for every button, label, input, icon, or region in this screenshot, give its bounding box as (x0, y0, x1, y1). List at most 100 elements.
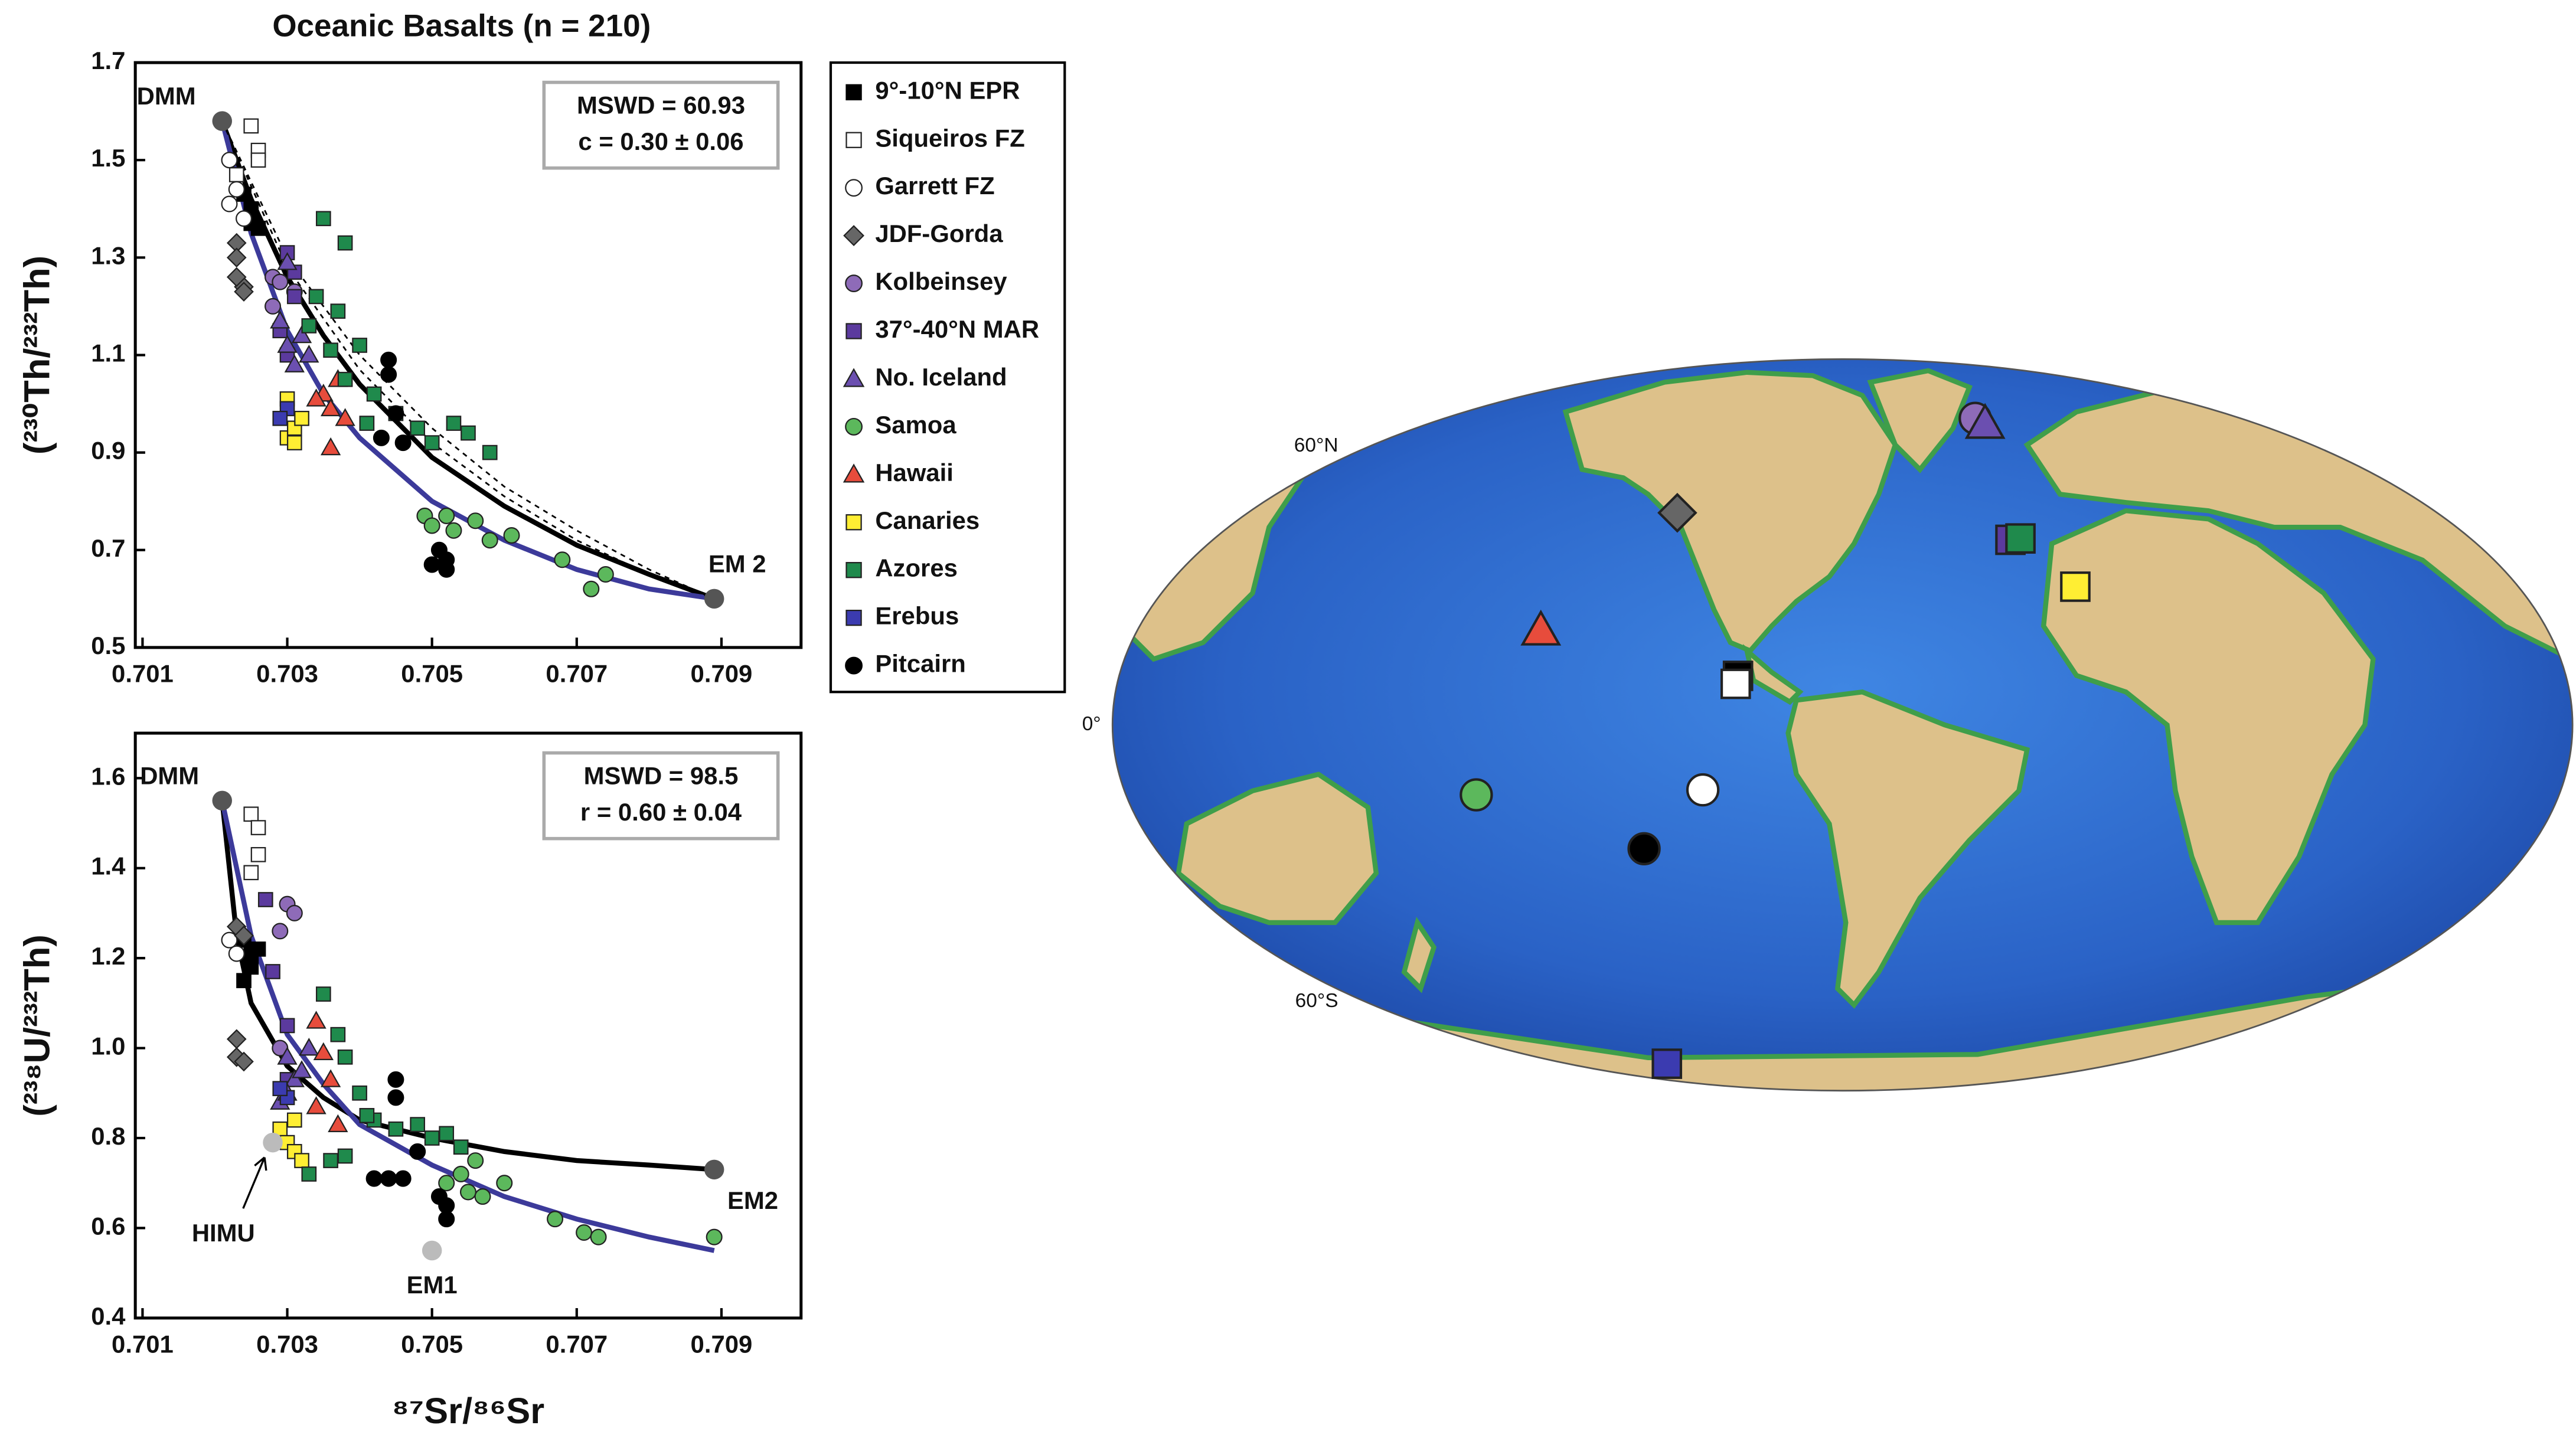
point (446, 416, 462, 431)
point (272, 923, 289, 940)
x-tick-label: 0.707 (546, 1330, 608, 1358)
point (845, 609, 862, 626)
y-tick-label: 0.4 (91, 1302, 126, 1330)
point (330, 1027, 346, 1042)
point (277, 1047, 298, 1065)
point (306, 388, 327, 407)
point (843, 368, 865, 387)
point (380, 351, 397, 368)
africa (2040, 508, 2376, 926)
world-map: 60°N 0° 60°S (1082, 358, 2574, 1092)
point (453, 1139, 469, 1155)
y-tick-label: 0.6 (91, 1212, 125, 1240)
legend-label: Samoa (875, 411, 956, 439)
point (547, 1211, 564, 1228)
lat-label: 60°N (1294, 434, 1338, 456)
point (286, 289, 302, 305)
point (365, 1170, 383, 1187)
point (291, 325, 312, 344)
point (221, 931, 238, 949)
point (337, 1049, 353, 1065)
new-zealand (1401, 916, 1437, 993)
point (459, 1184, 476, 1201)
point (306, 1096, 327, 1114)
point (424, 435, 440, 450)
point (291, 1060, 312, 1078)
point (294, 410, 309, 426)
legend-label: Canaries (875, 506, 980, 534)
point (496, 1175, 513, 1192)
point (234, 926, 254, 946)
x-tick-label: 0.703 (256, 659, 318, 687)
point (438, 1211, 455, 1228)
point (439, 1126, 455, 1142)
point (845, 179, 863, 197)
legend-label: JDF-Gorda (875, 220, 1003, 247)
endmember (212, 111, 232, 131)
point (380, 366, 397, 383)
legend-label: 9°-10°N EPR (875, 76, 1020, 104)
x-tick-label: 0.709 (691, 1330, 753, 1358)
point (228, 167, 244, 182)
point (234, 282, 254, 302)
point (554, 551, 571, 568)
point (467, 1152, 484, 1169)
legend-label: No. Iceland (875, 363, 1007, 391)
x-axis-label: ⁸⁷Sr/⁸⁶Sr (392, 1391, 544, 1431)
lat-label: 0° (1082, 713, 1101, 735)
point (845, 562, 862, 578)
point (438, 561, 455, 578)
y-tick-label: 1.4 (91, 852, 126, 880)
point (301, 1166, 317, 1182)
point (226, 1029, 247, 1050)
point (503, 527, 520, 544)
point (843, 463, 865, 483)
legend-label: Kolbeinsey (875, 267, 1007, 295)
point (234, 1051, 254, 1072)
stats-box (542, 751, 780, 841)
point (299, 1038, 319, 1056)
endmember-label: EM 2 (709, 550, 766, 578)
point (474, 1188, 491, 1205)
point (315, 211, 331, 227)
point (235, 210, 253, 227)
point (313, 1042, 334, 1060)
point (272, 1081, 288, 1096)
y-tick-label: 1.3 (91, 241, 125, 269)
stats-text: MSWD = 60.93 (577, 91, 745, 119)
point (243, 865, 259, 881)
point (228, 945, 245, 962)
point (409, 1143, 426, 1160)
point (482, 444, 498, 460)
point (387, 1071, 404, 1088)
legend-label: Azores (875, 554, 958, 582)
legend-label: Siqueiros FZ (875, 124, 1025, 152)
point (243, 806, 259, 822)
x-tick-label: 0.705 (401, 659, 463, 687)
endmember-label: DMM (140, 761, 199, 789)
x-tick-label: 0.703 (256, 1330, 318, 1358)
point (265, 298, 282, 315)
point (410, 420, 425, 436)
point (845, 323, 862, 339)
point (265, 964, 280, 979)
north-america (1562, 370, 1898, 654)
x-tick-label: 0.705 (401, 1330, 463, 1358)
endmember (422, 1240, 442, 1261)
point (226, 267, 247, 287)
greenland (1867, 368, 1973, 473)
x-tick-label: 0.701 (112, 659, 174, 687)
antarctica (1118, 961, 2573, 1091)
point (272, 410, 288, 426)
point (250, 820, 266, 835)
point (250, 846, 266, 862)
legend-label: Erebus (875, 602, 959, 630)
stats-text: r = 0.60 ± 0.04 (580, 798, 742, 826)
point (1460, 778, 1493, 812)
australia (1176, 772, 1379, 926)
point (320, 437, 341, 456)
map-outline (1111, 358, 2574, 1092)
point (387, 1089, 404, 1106)
point (315, 986, 331, 1002)
